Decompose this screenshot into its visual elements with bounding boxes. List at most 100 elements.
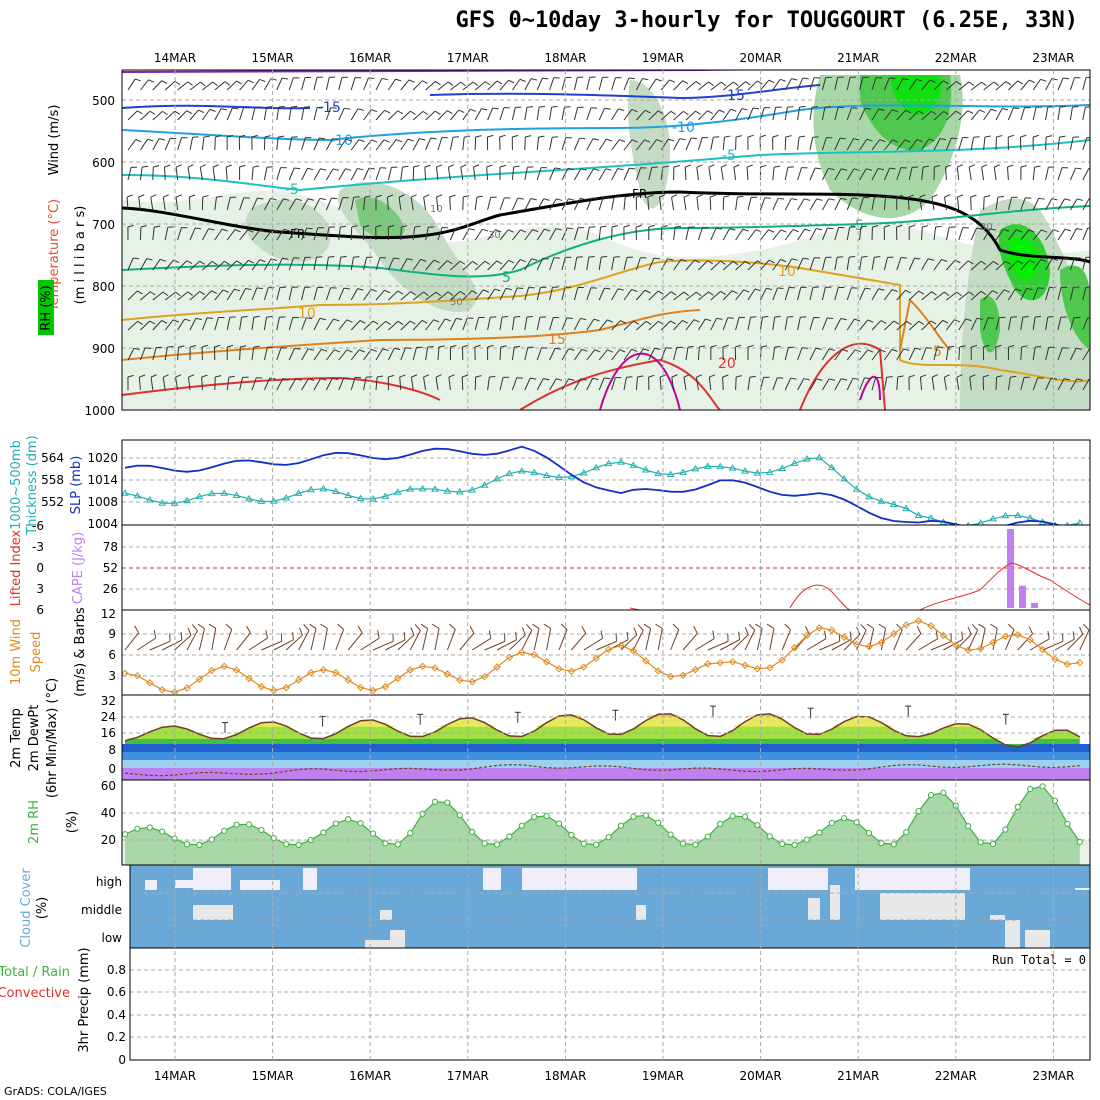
- wind10-barb-flag-36: [581, 625, 587, 634]
- upper-barb-420: [499, 229, 509, 241]
- rh-marker-68: [965, 823, 972, 830]
- upper-barb-flag-225: [984, 135, 991, 138]
- thickness-marker-56: [815, 453, 824, 461]
- upper-barb-flag-768: [948, 345, 955, 348]
- upper-barb-328: [325, 197, 332, 211]
- thickness-marker-31: [505, 469, 514, 477]
- upper-barb-flag-474: [211, 260, 218, 266]
- upper-barb-flag-272: [605, 168, 612, 171]
- upper-barb-flag-9: [247, 79, 254, 84]
- upper-barb-597: [759, 288, 767, 301]
- upper-barb-flag-334: [398, 194, 405, 198]
- wind10-barb-flag-69: [978, 623, 986, 629]
- t-tick-0: 0: [108, 762, 116, 776]
- upper-barb-319: [214, 197, 217, 211]
- upper-barb-80: [152, 110, 163, 121]
- wind10-marker-57: [828, 626, 836, 634]
- upper-barb-flag-175: [371, 139, 378, 143]
- wind10-barb-flag-23: [414, 624, 421, 631]
- upper-barb-flag-149: [1013, 107, 1020, 110]
- ytick-800: 800: [92, 280, 115, 294]
- label-rh30-b: 30: [980, 222, 993, 233]
- upper-barb-flag-715: [294, 347, 301, 350]
- upper-barb-flag-105: [470, 108, 477, 112]
- upper-barb-flag-61: [889, 77, 896, 80]
- upper-barb-flag-837: [841, 378, 848, 381]
- upper-barb-flag-409: [363, 224, 370, 228]
- upper-barb-flag-302: [968, 164, 975, 168]
- upper-barb-578: [524, 287, 530, 301]
- upper-barb-flag-144: [955, 110, 962, 115]
- upper-barb-flag-552: [211, 290, 217, 295]
- wind10-marker-13: [282, 683, 290, 692]
- upper-barb-632: [226, 317, 231, 331]
- wind10-markers: [121, 617, 1084, 696]
- upper-barb-250: [325, 168, 334, 181]
- thickness-marker-59: [852, 485, 861, 492]
- upper-barb-678: [797, 317, 801, 331]
- upper-barb-flag-357: [683, 194, 690, 198]
- upper-barb-flag-572: [459, 290, 466, 296]
- upper-barb-flag-703: [145, 347, 152, 349]
- upper-barb-419: [487, 229, 496, 241]
- upper-barb-124: [698, 110, 708, 121]
- upper-barb-354: [647, 197, 650, 211]
- upper-barb-flag-800: [377, 375, 384, 378]
- upper-barb-414: [425, 227, 429, 241]
- upper-barb-flag-574: [483, 289, 490, 293]
- upper-barb-flag-348: [580, 197, 587, 201]
- rh-marker-10: [245, 821, 253, 828]
- upper-barb-flag-68: [981, 81, 987, 87]
- upper-barb-204: [722, 137, 726, 151]
- upper-barb-flag-49: [745, 81, 751, 86]
- upper-barb-flag-684: [880, 320, 887, 324]
- upper-barb-flag-641: [346, 319, 353, 323]
- upper-barb-10: [251, 79, 260, 91]
- upper-barb-flag-156: [135, 139, 142, 143]
- t-label-2: 2m DewPt: [27, 705, 42, 772]
- rh-ticks: 60 40 20: [101, 779, 116, 847]
- upper-barb-178: [400, 138, 409, 151]
- upper-barb-118: [623, 109, 633, 121]
- upper-barb-flag-598: [777, 287, 784, 289]
- upper-barb-flag-299: [934, 165, 941, 168]
- thickness-marker-38: [592, 463, 601, 471]
- upper-barb-flag-131: [787, 106, 794, 108]
- upper-barb-557: [263, 287, 269, 301]
- upper-barb-flag-618: [1026, 287, 1033, 290]
- thickness-marker-46: [691, 464, 700, 472]
- upper-barb-53: [784, 78, 792, 91]
- rh-marker-7: [208, 836, 215, 843]
- upper-barb-flag-101: [422, 110, 429, 116]
- upper-barb-flag-65: [942, 80, 949, 85]
- upper-barb-flag-218: [904, 139, 911, 143]
- upper-barb-flag-500: [531, 258, 538, 261]
- upper-barb-flag-359: [710, 194, 717, 198]
- wind10-marker-9: [232, 666, 241, 674]
- upper-barb-flag-268: [554, 167, 561, 170]
- wind10-barb-4: [174, 634, 192, 651]
- upper-barb-655: [511, 317, 515, 331]
- upper-barb-308: [1045, 167, 1049, 181]
- thickness-marker-60: [865, 492, 873, 500]
- upper-barb-272: [598, 168, 607, 181]
- upper-barb-88: [251, 107, 256, 121]
- upper-barb-387: [1057, 198, 1066, 211]
- upper-barb-776: [1045, 347, 1050, 361]
- rh-marker-18: [345, 816, 352, 823]
- label-5-a: 5: [502, 270, 511, 286]
- wind10-barb-62: [893, 629, 903, 651]
- upper-barb-288: [797, 167, 803, 181]
- upper-barb-325: [288, 198, 297, 211]
- upper-barb-494: [450, 260, 461, 271]
- upper-barb-219: [908, 139, 918, 151]
- upper-barb-49: [735, 81, 746, 91]
- upper-barb-274: [623, 167, 630, 181]
- upper-barb-706: [177, 347, 180, 361]
- upper-barb-270: [573, 168, 582, 181]
- upper-barb-141: [908, 110, 919, 121]
- upper-barb-flag-635: [266, 315, 273, 318]
- upper-barb-699: [1057, 317, 1062, 331]
- wind10-barb-flag-48: [738, 631, 741, 640]
